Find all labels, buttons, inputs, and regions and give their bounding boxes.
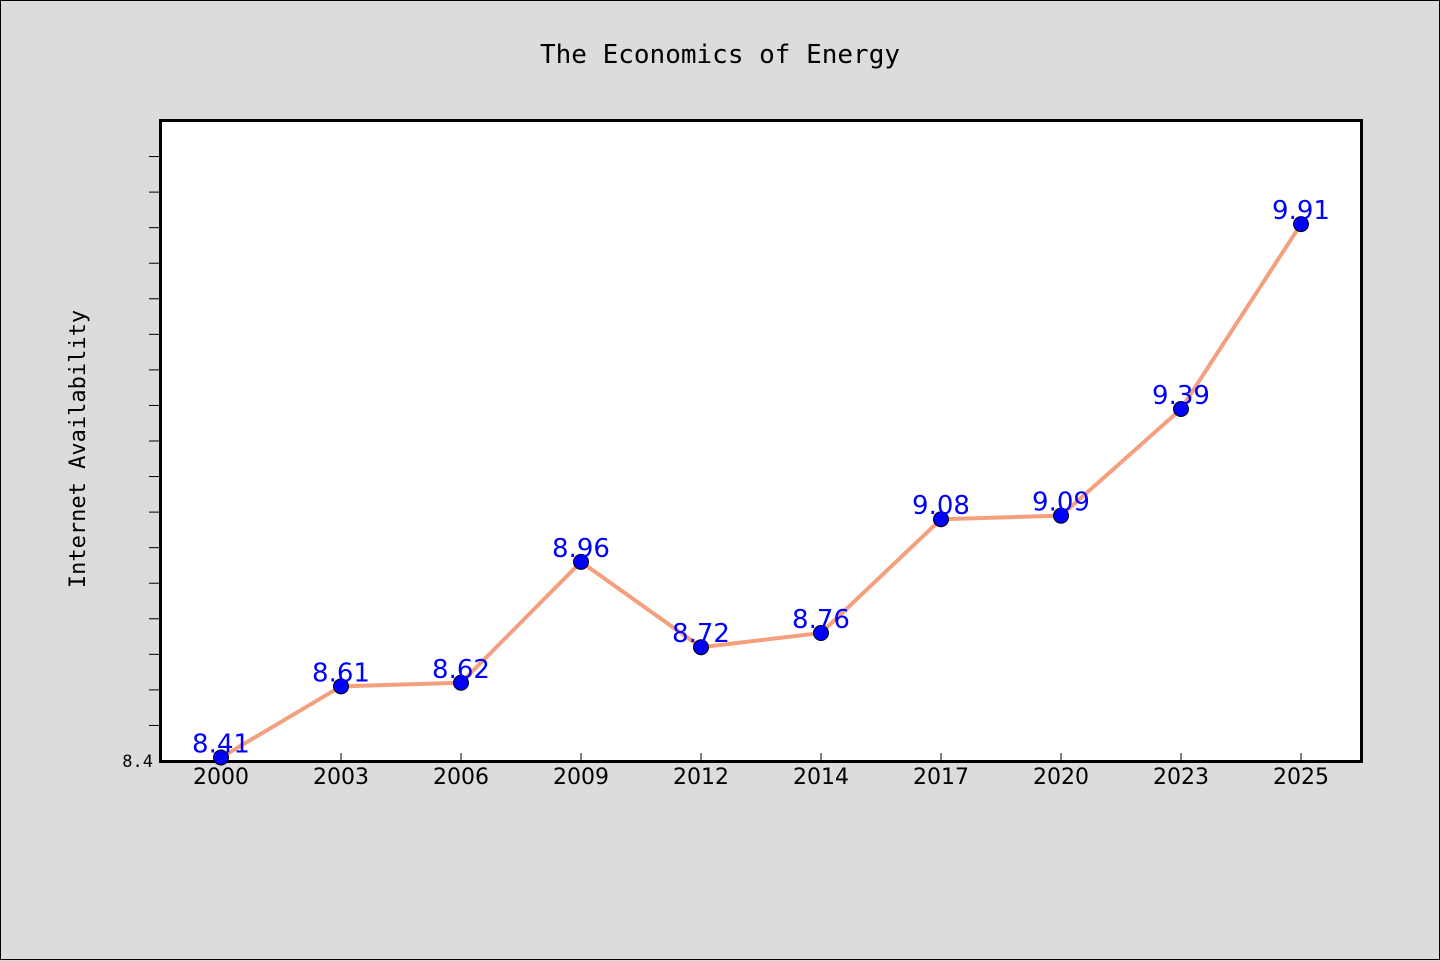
series-line-group <box>213 216 1309 766</box>
data-label: 9.91 <box>1272 196 1330 226</box>
data-point <box>453 674 469 691</box>
data-point <box>213 749 229 766</box>
data-label: 9.09 <box>1032 488 1090 518</box>
data-point <box>333 678 349 695</box>
x-tick-label: 2020 <box>1033 765 1089 790</box>
data-label: 8.72 <box>672 619 730 649</box>
plot-area <box>159 119 1363 763</box>
x-axis: 2000 2003 2006 2009 2012 2014 2017 2020 2023 2025 <box>193 753 1329 790</box>
data-point <box>1053 507 1069 524</box>
data-label: 8.61 <box>312 658 370 688</box>
x-tick-label: 2000 <box>193 765 249 790</box>
data-label: 8.62 <box>432 655 490 685</box>
data-label: 8.96 <box>552 534 610 564</box>
y-tick-label: 8.4 <box>122 752 153 772</box>
data-point <box>573 553 589 570</box>
data-point <box>933 511 949 528</box>
y-axis: 8.4 <box>122 156 161 772</box>
x-tick-label: 2009 <box>553 765 609 790</box>
series-line <box>219 222 1303 760</box>
x-tick-label: 2003 <box>313 765 369 790</box>
y-axis-label: Internet Availability <box>66 310 91 588</box>
data-label: 9.08 <box>912 491 970 521</box>
data-label: 8.76 <box>792 605 850 635</box>
x-tick-label: 2023 <box>1153 765 1209 790</box>
data-point <box>1293 216 1309 233</box>
x-tick-label: 2025 <box>1273 765 1329 790</box>
data-point <box>1173 401 1189 417</box>
data-point <box>813 625 829 641</box>
x-tick-label: 2017 <box>913 765 969 790</box>
data-labels: 8.41 8.61 8.62 8.96 8.72 8.76 9.08 9.09 9.39 9.91 <box>192 196 1330 759</box>
data-label: 8.41 <box>192 729 250 759</box>
data-label: 9.39 <box>1152 381 1210 411</box>
data-point <box>693 639 709 656</box>
x-tick-label: 2012 <box>673 765 729 790</box>
x-tick-label: 2014 <box>793 765 849 790</box>
chart-title: The Economics of Energy <box>540 40 900 70</box>
x-tick-label: 2006 <box>433 765 489 790</box>
